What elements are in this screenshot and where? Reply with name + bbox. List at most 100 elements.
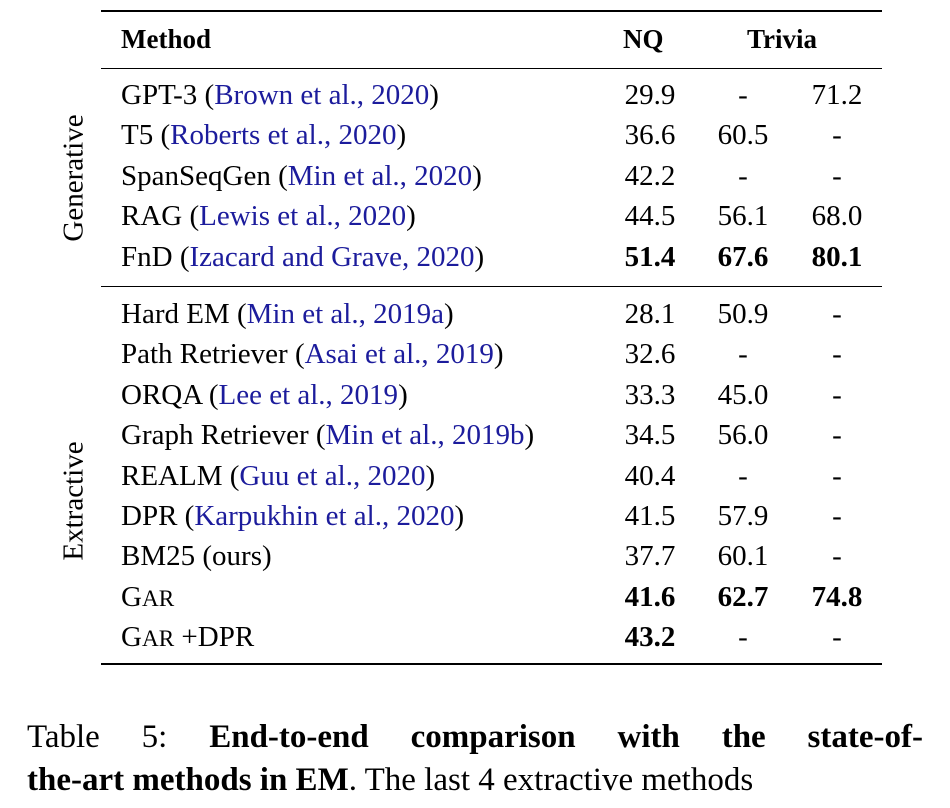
method-cell: GAR [121, 577, 174, 619]
method-name: SpanSeqGen ( [121, 159, 288, 192]
trivia-open-score-cell: 45.0 [717, 378, 769, 411]
method-name-close: ) [406, 200, 416, 233]
trivia-wiki-score-cell: - [832, 119, 842, 152]
method-name: Path Retriever ( [121, 338, 305, 371]
citation-link[interactable]: Lee et al., 2019 [218, 378, 399, 411]
trivia-wiki-score-cell: - [832, 159, 842, 192]
nq-score-cell: 29.9 [624, 79, 676, 111]
header-rule [101, 68, 882, 69]
method-cell: SpanSeqGen (Min et al., 2020) [121, 156, 482, 196]
trivia-open-score-cell: 50.9 [717, 298, 769, 330]
citation-link[interactable]: Brown et al., 2020 [214, 79, 430, 111]
table-row: GAR +DPR 43.2 - - [0, 617, 950, 657]
trivia-open-score-cell: 60.5 [717, 119, 769, 152]
table-top-rule [101, 10, 882, 12]
citation-link[interactable]: Karpukhin et al., 2020 [194, 500, 455, 532]
trivia-wiki-score-cell: 71.2 [811, 79, 863, 111]
method-name-smallcaps: AR [141, 585, 175, 612]
table-caption: Table 5: End-to-end comparison with the … [27, 716, 923, 802]
method-cell: FnD (Izacard and Grave, 2020) [121, 237, 484, 277]
table-row: Path Retriever (Asai et al., 2019) 32.6 - - [0, 334, 950, 374]
trivia-open-score-cell: 56.0 [717, 419, 769, 452]
method-name-smallcaps: AR [141, 626, 175, 653]
header-trivia: Trivia [747, 24, 817, 54]
method-name-close: ) [454, 500, 465, 532]
caption-bold-2: the-art methods in EM [27, 762, 349, 798]
method-cell: BM25 (ours) [121, 536, 272, 576]
nq-score-cell: 34.5 [624, 419, 676, 452]
citation-link[interactable]: Min et al., 2019b [325, 419, 525, 452]
citation-link[interactable]: Min et al., 2020 [287, 159, 473, 192]
table-row: GAR 41.6 62.7 74.8 [0, 577, 950, 617]
nq-score-cell: 44.5 [624, 200, 676, 233]
table-row: RAG (Lewis et al., 2020) 44.5 56.1 68.0 [0, 196, 950, 236]
method-name-close: ) [443, 298, 454, 330]
method-name-suffix: +DPR [174, 621, 255, 654]
table-row: T5 (Roberts et al., 2020) 36.6 60.5 - [0, 115, 950, 155]
trivia-open-score-cell: 56.1 [717, 200, 769, 233]
method-name-close: ) [524, 419, 535, 452]
trivia-wiki-score-cell: - [832, 378, 842, 411]
trivia-open-score-cell: - [738, 621, 748, 654]
citation-link[interactable]: Guu et al., 2020 [239, 459, 426, 492]
caption-line-2: the-art methods in EM. The last 4 extrac… [27, 759, 923, 802]
method-name-close: ) [493, 338, 504, 371]
table-row: BM25 (ours) 37.7 60.1 - [0, 536, 950, 576]
method-name: Hard EM ( [121, 298, 247, 330]
table-row: Graph Retriever (Min et al., 2019b) 34.5 5… [0, 415, 950, 455]
trivia-open-score-cell: 67.6 [717, 240, 769, 273]
trivia-open-score-cell: - [738, 338, 748, 371]
method-cell: T5 (Roberts et al., 2020) [121, 115, 406, 155]
citation-link[interactable]: Asai et al., 2019 [304, 338, 494, 371]
method-name-initial: G [121, 580, 142, 613]
trivia-wiki-score-cell: - [832, 419, 842, 452]
table-row: ORQA (Lee et al., 2019) 33.3 45.0 - [0, 375, 950, 415]
citation-link[interactable]: Min et al., 2019a [246, 298, 444, 330]
method-cell: GAR +DPR [121, 617, 254, 659]
method-name-close: ) [398, 378, 408, 411]
caption-line-1: Table 5: End-to-end comparison with the … [27, 716, 923, 759]
method-name: ORQA ( [121, 378, 219, 411]
method-name-close: ) [472, 159, 482, 192]
trivia-open-score-cell: 57.9 [717, 500, 769, 532]
citation-link[interactable]: Lewis et al., 2020 [199, 200, 407, 233]
trivia-open-score-cell: 62.7 [717, 580, 769, 613]
method-name-close: ) [425, 459, 436, 492]
nq-score-cell: 37.7 [624, 540, 676, 573]
table-row: GPT-3 (Brown et al., 2020) 29.9 - 71.2 [0, 75, 950, 115]
header-method: Method [121, 24, 211, 54]
trivia-wiki-score-cell: 68.0 [811, 200, 863, 233]
trivia-wiki-score-cell: - [832, 459, 842, 492]
method-cell: Hard EM (Min et al., 2019a) [121, 294, 454, 334]
citation-link[interactable]: Roberts et al., 2020 [170, 119, 397, 152]
trivia-wiki-score-cell: - [832, 298, 842, 330]
nq-score-cell: 36.6 [624, 119, 676, 152]
method-name: DPR ( [121, 500, 195, 532]
method-name-close: ) [396, 119, 407, 152]
method-cell: ORQA (Lee et al., 2019) [121, 375, 408, 415]
table-row: Hard EM (Min et al., 2019a) 28.1 50.9 - [0, 294, 950, 334]
method-name: BM25 (ours) [121, 540, 272, 573]
table-row: REALM (Guu et al., 2020) 40.4 - - [0, 456, 950, 496]
caption-prefix: Table 5: [27, 719, 210, 755]
table-row: DPR (Karpukhin et al., 2020) 41.5 57.9 - [0, 496, 950, 536]
method-cell: Graph Retriever (Min et al., 2019b) [121, 415, 534, 455]
method-cell: Path Retriever (Asai et al., 2019) [121, 334, 504, 374]
method-cell: REALM (Guu et al., 2020) [121, 456, 435, 496]
nq-score-cell: 51.4 [624, 240, 676, 273]
method-name: T5 ( [121, 119, 171, 152]
method-name-close: ) [429, 79, 439, 111]
nq-score-cell: 32.6 [624, 338, 676, 371]
trivia-open-score-cell: - [738, 459, 748, 492]
citation-link[interactable]: Izacard and Grave, 2020 [189, 240, 475, 273]
trivia-wiki-score-cell: - [832, 540, 842, 573]
trivia-wiki-score-cell: 80.1 [811, 240, 863, 273]
nq-score-cell: 40.4 [624, 459, 676, 492]
method-name-initial: G [121, 621, 142, 654]
caption-rest: . The last 4 extractive methods [348, 762, 754, 798]
trivia-open-score-cell: 60.1 [717, 540, 769, 573]
trivia-wiki-score-cell: 74.8 [811, 580, 863, 613]
method-name: FnD ( [121, 240, 190, 273]
caption-bold-1: End-to-end comparison with the state-of- [209, 719, 923, 755]
method-name: Graph Retriever ( [121, 419, 326, 452]
